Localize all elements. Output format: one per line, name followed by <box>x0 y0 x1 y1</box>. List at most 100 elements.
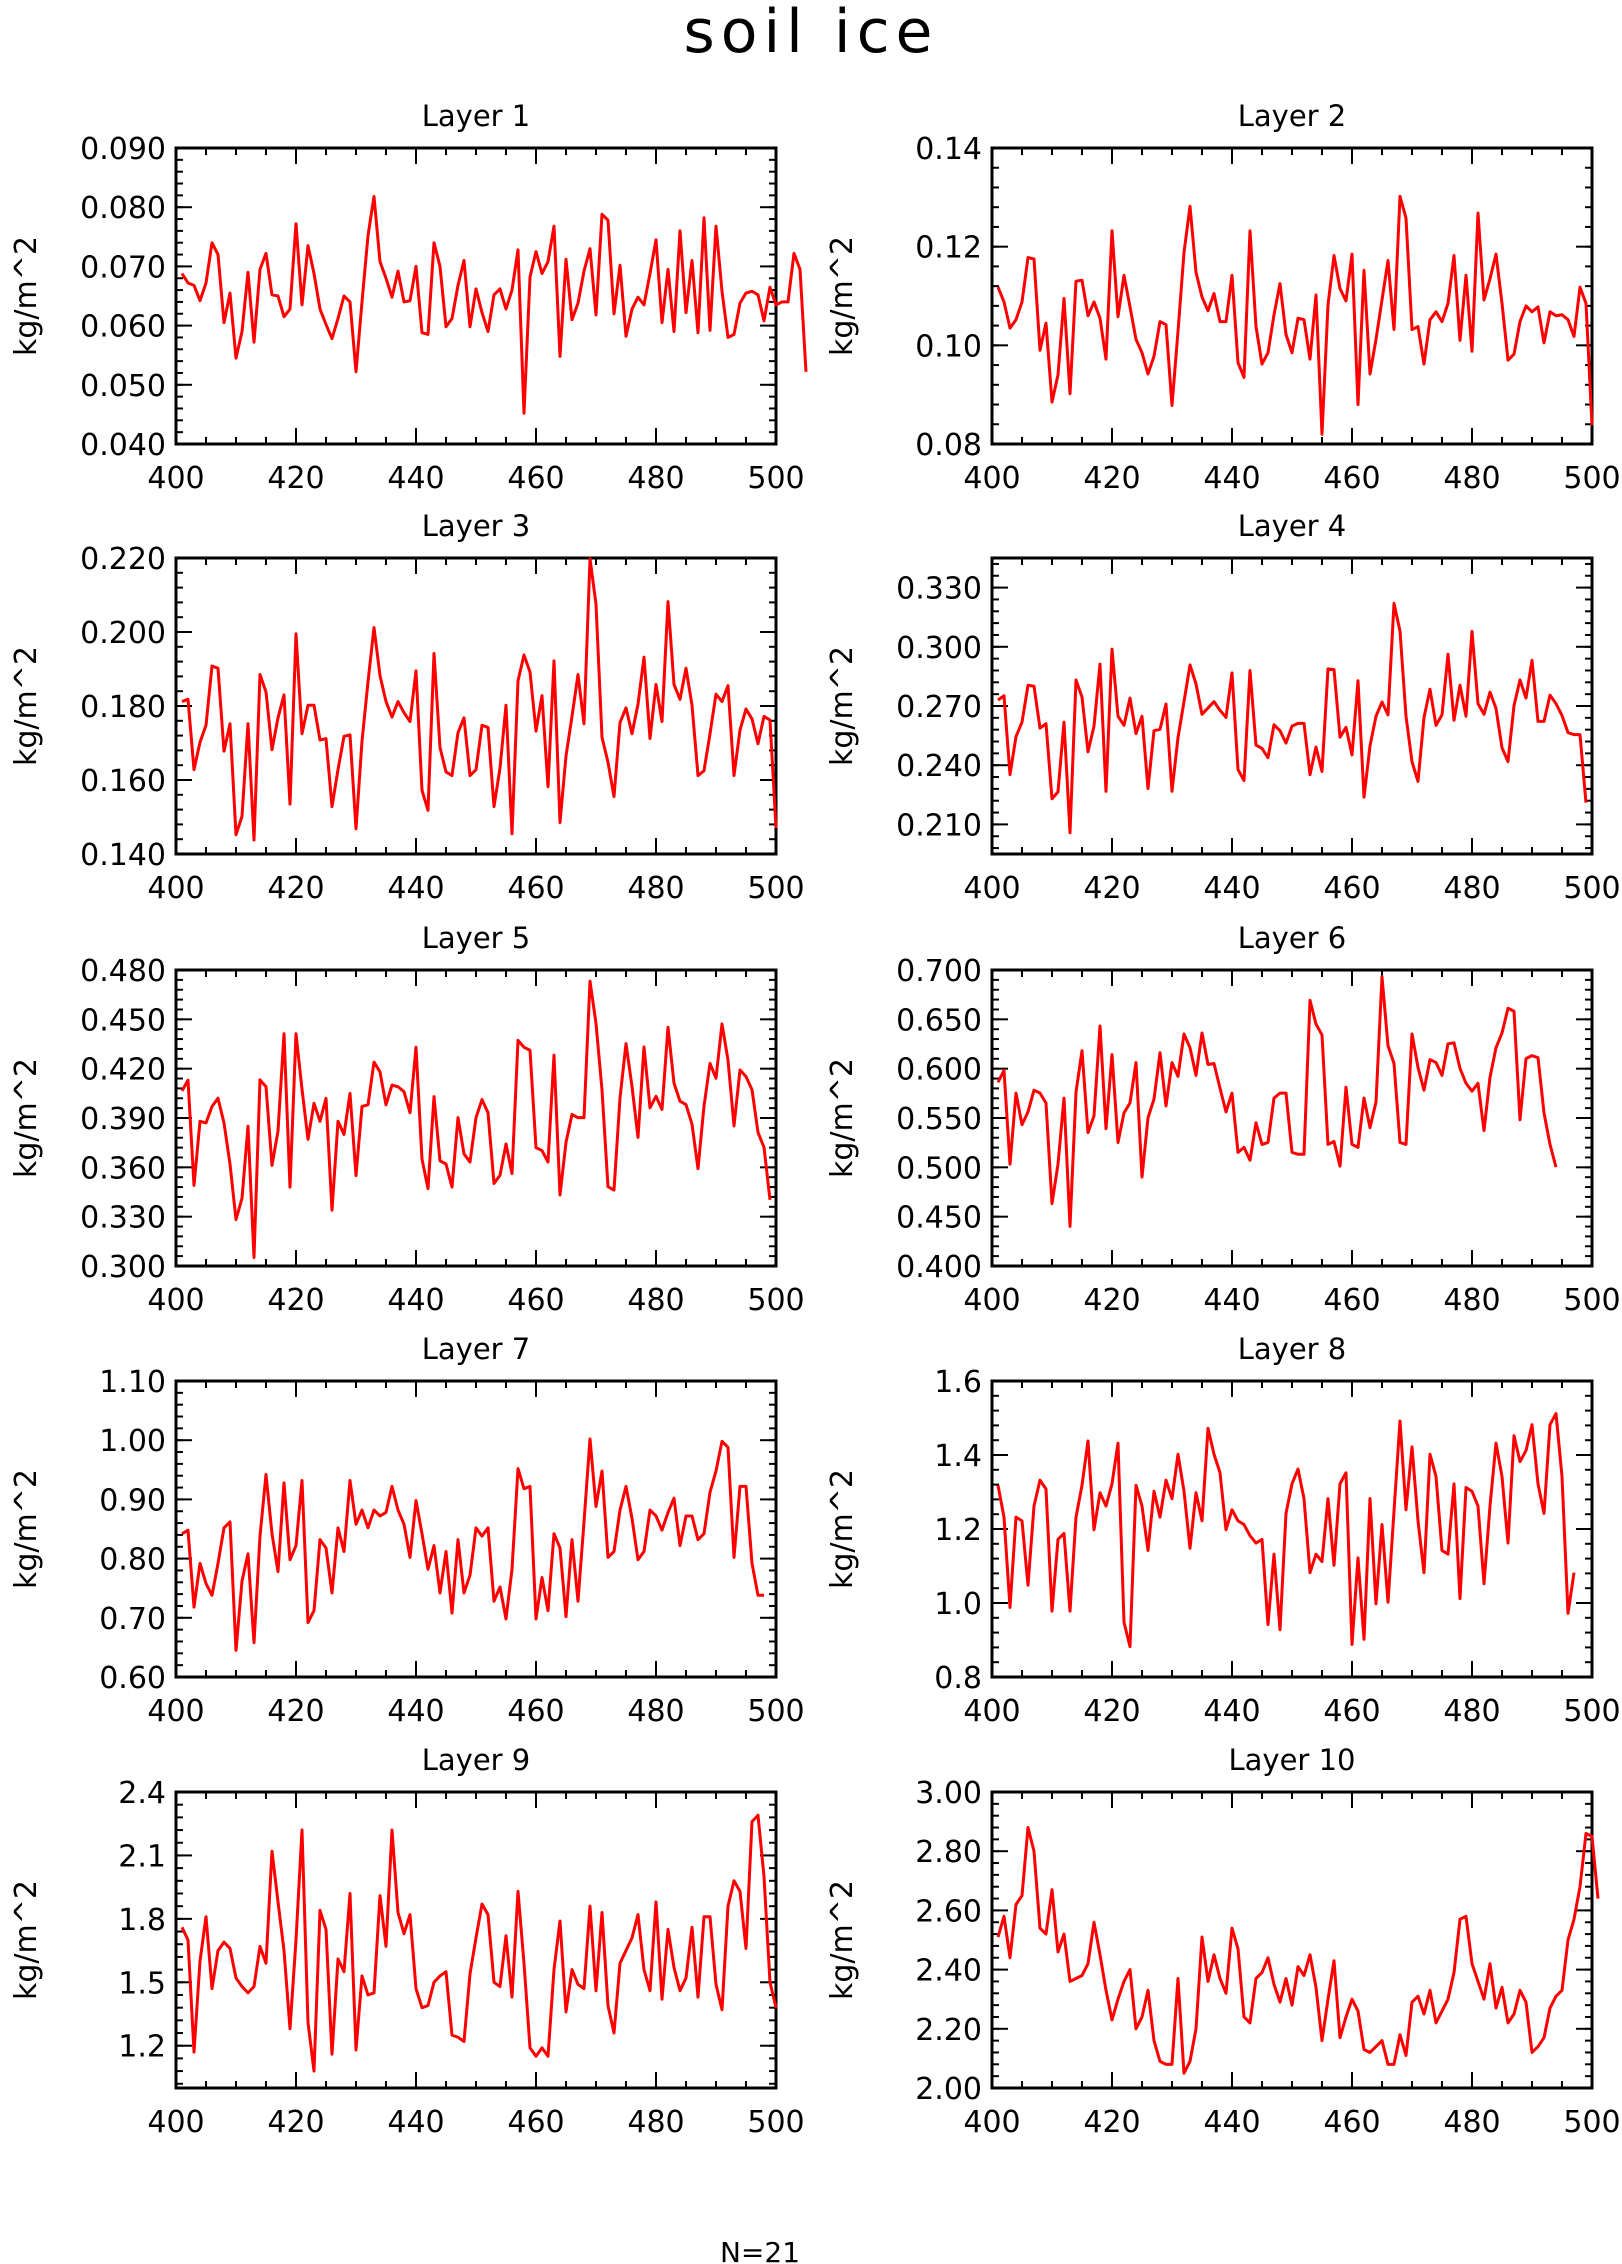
chart-panel-9: Layer 9 400 420 440 460 480 500 1.2 1.5 1.8 2.1 2.4… <box>9 1743 805 2140</box>
panel-title: Layer 9 <box>422 1743 531 1777</box>
x-tick-label: 460 <box>1323 461 1380 496</box>
x-tick-label: 500 <box>1563 1694 1620 1729</box>
panel-title: Layer 5 <box>422 921 531 955</box>
y-tick-label: 1.5 <box>118 1966 166 2001</box>
x-tick-label: 500 <box>747 461 804 496</box>
y-tick-label: 0.500 <box>896 1151 982 1186</box>
y-axis-label: kg/m^2 <box>9 1469 44 1589</box>
y-tick-label: 0.60 <box>99 1661 166 1696</box>
x-tick-label: 400 <box>147 871 204 906</box>
plot-frame <box>990 1379 1594 1679</box>
x-tick-label: 500 <box>747 1694 804 1729</box>
x-tick-label: 400 <box>963 2105 1020 2140</box>
y-axis-label: kg/m^2 <box>825 1058 860 1178</box>
series-line <box>996 975 1558 1228</box>
y-tick-label: 0.040 <box>80 428 166 463</box>
x-tick-label: 480 <box>627 1283 684 1318</box>
series-line <box>996 1826 1600 2075</box>
y-axis-label: kg/m^2 <box>825 646 860 766</box>
plot-frame <box>990 968 1594 1268</box>
chart-panel-4: Layer 4 400 420 440 460 480 500 0.210 0.240 0.270… <box>825 509 1621 906</box>
x-tick-label: 420 <box>1083 1694 1140 1729</box>
y-tick-label: 0.90 <box>99 1483 166 1518</box>
chart-panel-2: Layer 2 400 420 440 460 480 500 0.08 0.10 0.12 0.1… <box>825 99 1621 496</box>
x-tick-label: 480 <box>1443 1694 1500 1729</box>
series-line <box>181 557 778 842</box>
x-tick-label: 400 <box>147 2105 204 2140</box>
series-line <box>997 601 1588 835</box>
x-tick-label: 460 <box>1323 1694 1380 1729</box>
panel-title: Layer 4 <box>1238 509 1347 543</box>
chart-panel-10: Layer 10 400 420 440 460 480 500 2.00 2.20 2.40 2.… <box>825 1743 1621 2140</box>
y-tick-label: 0.070 <box>80 250 166 285</box>
x-tick-label: 440 <box>1203 461 1260 496</box>
y-tick-label: 0.08 <box>915 428 982 463</box>
x-tick-label: 480 <box>627 871 684 906</box>
x-tick-label: 400 <box>147 461 204 496</box>
y-axis-label: kg/m^2 <box>9 646 44 766</box>
y-tick-label: 0.14 <box>915 132 982 167</box>
series-line <box>181 1437 764 1652</box>
x-tick-label: 460 <box>507 461 564 496</box>
x-tick-label: 420 <box>267 2105 324 2140</box>
x-tick-label: 480 <box>627 461 684 496</box>
x-tick-label: 460 <box>1323 1283 1380 1318</box>
x-tick-label: 420 <box>267 871 324 906</box>
y-tick-label: 2.4 <box>118 1776 166 1811</box>
x-tick-label: 440 <box>387 1694 444 1729</box>
y-tick-label: 0.420 <box>80 1053 166 1088</box>
plot-frame <box>990 1790 1594 2090</box>
y-axis-label: kg/m^2 <box>9 236 44 356</box>
y-tick-label: 0.8 <box>934 1661 982 1696</box>
x-tick-label: 440 <box>387 871 444 906</box>
y-tick-label: 0.600 <box>896 1053 982 1088</box>
x-tick-label: 500 <box>747 1283 804 1318</box>
y-axis-label: kg/m^2 <box>825 1469 860 1589</box>
x-tick-label: 460 <box>1323 2105 1380 2140</box>
y-tick-label: 0.480 <box>80 954 166 989</box>
x-tick-label: 400 <box>147 1694 204 1729</box>
y-tick-label: 1.10 <box>99 1365 166 1400</box>
y-tick-label: 0.70 <box>99 1602 166 1637</box>
y-tick-label: 0.12 <box>915 231 982 266</box>
y-tick-label: 2.80 <box>915 1835 982 1870</box>
x-tick-label: 460 <box>507 2105 564 2140</box>
panel-title: Layer 8 <box>1238 1332 1347 1366</box>
y-tick-label: 1.8 <box>118 1903 166 1938</box>
x-tick-label: 440 <box>1203 1283 1260 1318</box>
y-tick-label: 1.4 <box>934 1439 982 1474</box>
y-tick-label: 0.140 <box>80 838 166 873</box>
x-tick-label: 500 <box>747 871 804 906</box>
figure-title: soil ice <box>684 0 939 67</box>
y-tick-label: 0.450 <box>896 1201 982 1236</box>
y-tick-label: 0.360 <box>80 1151 166 1186</box>
x-tick-label: 400 <box>963 1283 1020 1318</box>
x-tick-label: 480 <box>627 1694 684 1729</box>
x-tick-label: 480 <box>1443 461 1500 496</box>
y-tick-label: 0.550 <box>896 1102 982 1137</box>
chart-panel-3: Layer 3 400 420 440 460 480 500 0.140 0.160 0.180… <box>9 509 805 906</box>
y-tick-label: 0.080 <box>80 191 166 226</box>
y-tick-label: 1.0 <box>934 1587 982 1622</box>
chart-panel-1: Layer 1 400 420 440 460 480 500 0.040 0.050 0.060… <box>9 99 808 496</box>
panel-title: Layer 3 <box>422 509 531 543</box>
y-tick-label: 0.300 <box>80 1250 166 1285</box>
y-tick-label: 0.160 <box>80 764 166 799</box>
series-line <box>180 195 808 415</box>
y-tick-label: 2.40 <box>915 1954 982 1989</box>
chart-panel-6: Layer 6 400 420 440 460 480 500 0.400 0.450 0.500… <box>825 921 1621 1318</box>
y-tick-label: 0.050 <box>80 369 166 404</box>
y-tick-label: 0.400 <box>896 1250 982 1285</box>
y-tick-label: 0.240 <box>896 749 982 784</box>
y-tick-label: 0.090 <box>80 132 166 167</box>
y-axis-label: kg/m^2 <box>9 1880 44 2000</box>
y-tick-label: 0.300 <box>896 631 982 666</box>
panel-title: Layer 6 <box>1238 921 1347 955</box>
x-tick-label: 500 <box>1563 461 1620 496</box>
x-tick-label: 500 <box>1563 2105 1620 2140</box>
panel-title: Layer 1 <box>422 99 531 133</box>
y-tick-label: 0.180 <box>80 690 166 725</box>
panels: Layer 1 400 420 440 460 480 500 0.040 0.050 0.060… <box>9 99 1621 2140</box>
x-tick-label: 420 <box>1083 2105 1140 2140</box>
